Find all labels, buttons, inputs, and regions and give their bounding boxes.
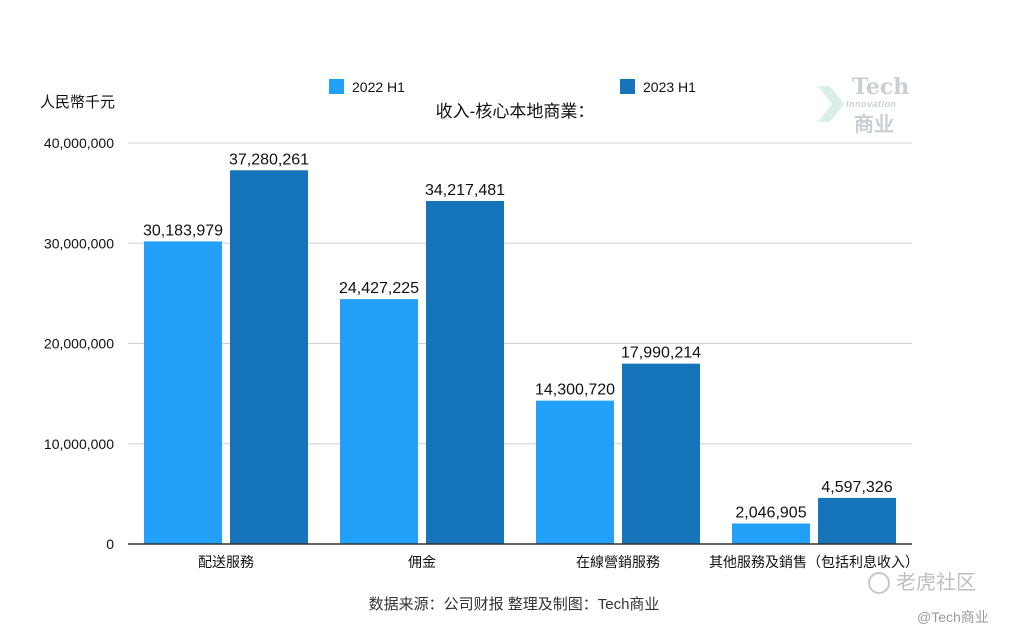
- logo-chinese-text: 商业: [854, 114, 894, 136]
- bar-value-label: 34,217,481: [425, 182, 505, 199]
- legend-label: 2022 H1: [352, 79, 405, 95]
- x-tick-label: 配送服務: [198, 554, 254, 570]
- y-tick-label: 10,000,000: [44, 436, 114, 452]
- y-tick-label: 20,000,000: [44, 336, 114, 352]
- platform-name: 老虎社区: [896, 572, 976, 594]
- bar-2023-h1: [818, 497, 896, 544]
- bar-value-label: 4,597,326: [821, 479, 892, 496]
- author-handle: @Tech商业: [917, 609, 989, 625]
- bar-2022-h1: [732, 523, 810, 544]
- bar-value-label: 2,046,905: [735, 504, 806, 521]
- legend: 2022 H1 2023 H1: [329, 79, 696, 95]
- y-axis-label: 人民幣千元: [40, 94, 115, 111]
- bar-value-label: 30,183,979: [143, 222, 223, 239]
- y-tick-label: 0: [106, 536, 114, 552]
- bar-2022-h1: [144, 241, 222, 544]
- chart-title: 收入-核心本地商業：: [436, 102, 595, 121]
- x-tick-label: 其他服務及銷售（包括利息收入）: [709, 554, 919, 570]
- bar-value-label: 24,427,225: [339, 280, 419, 297]
- bars: [144, 170, 896, 544]
- tech-logo-watermark: Tech Innovation 商业: [814, 74, 914, 136]
- y-axis-ticks: 0 10,000,000 20,000,000 30,000,000 40,000,00…: [44, 135, 114, 552]
- legend-swatch: [620, 79, 635, 94]
- x-tick-label: 在線營銷服務: [576, 554, 660, 570]
- legend-label: 2023 H1: [643, 79, 696, 95]
- y-tick-label: 30,000,000: [44, 235, 114, 251]
- bar-2022-h1: [340, 299, 418, 544]
- y-tick-label: 40,000,000: [44, 135, 114, 151]
- x-tick-label: 佣金: [408, 554, 436, 570]
- legend-item: 2022 H1: [329, 79, 405, 95]
- bar-value-label: 14,300,720: [535, 382, 615, 399]
- legend-item: 2023 H1: [620, 79, 696, 95]
- bar-value-label: 37,280,261: [229, 151, 309, 168]
- x-axis-labels: 配送服務 佣金 在線營銷服務 其他服務及銷售（包括利息收入）: [198, 554, 919, 570]
- bar-2023-h1: [230, 170, 308, 544]
- data-labels: 30,183,979 37,280,261 24,427,225 34,217,481…: [143, 151, 893, 521]
- logo-arrow-icon: [818, 86, 844, 122]
- bar-2023-h1: [622, 363, 700, 544]
- logo-subtext: Innovation: [846, 99, 897, 109]
- data-source-note: 数据来源：公司财报 整理及制图：Tech商业: [368, 596, 660, 613]
- tiger-icon: [868, 572, 890, 594]
- platform-watermark: 老虎社区: [868, 566, 976, 595]
- legend-swatch: [329, 79, 344, 94]
- bar-2022-h1: [536, 400, 614, 544]
- logo-text: Tech: [852, 74, 910, 100]
- bar-value-label: 17,990,214: [621, 345, 701, 362]
- bar-2023-h1: [426, 200, 504, 544]
